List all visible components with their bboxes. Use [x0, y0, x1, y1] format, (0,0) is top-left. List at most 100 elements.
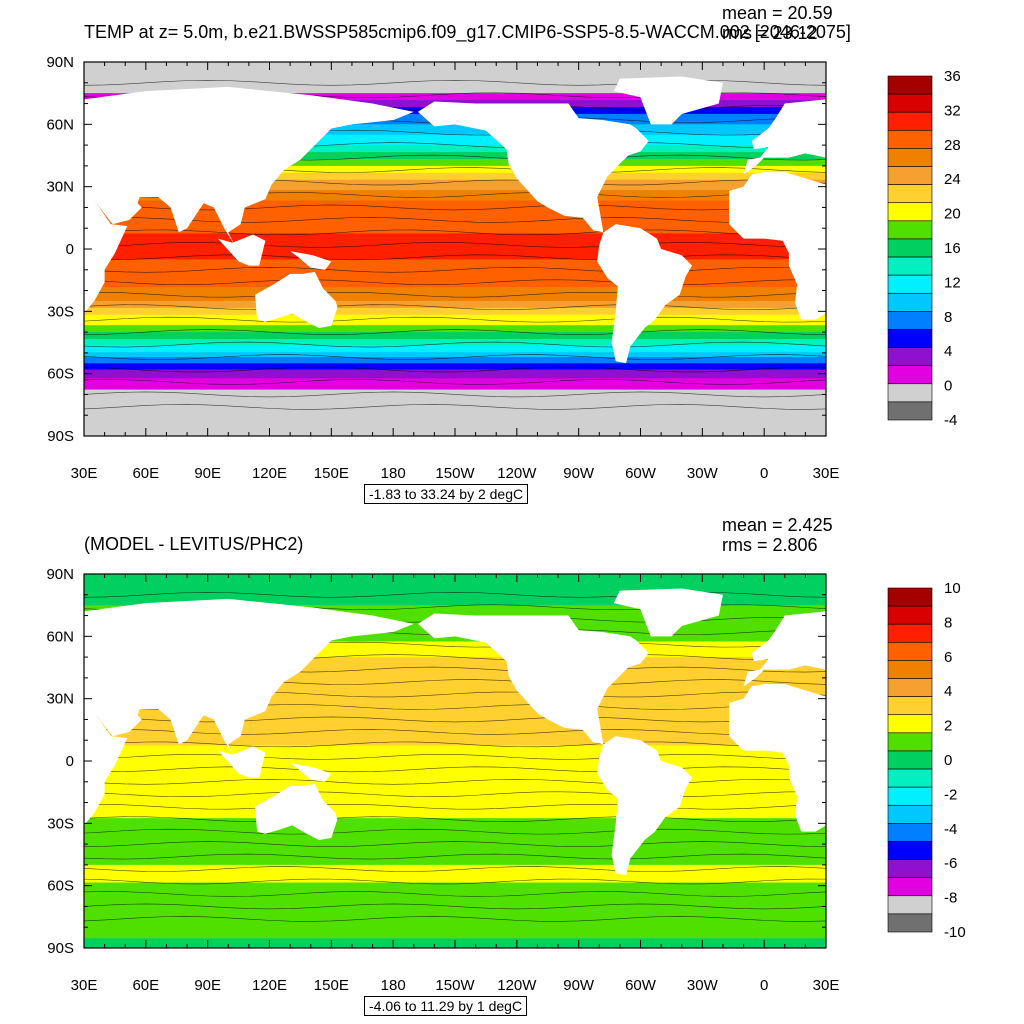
- field-band: [84, 651, 826, 658]
- bottom-range-note: -4.06 to 11.29 by 1 degC: [364, 996, 528, 1016]
- y-tick-label: 60N: [46, 628, 74, 645]
- field-band: [84, 899, 826, 910]
- field-band: [84, 131, 826, 136]
- field-band: [84, 729, 826, 736]
- bottom-rms-stat: rms = 2.806: [722, 535, 818, 555]
- land-mass: [597, 736, 693, 876]
- contour-line: [84, 791, 826, 798]
- field-band: [84, 307, 826, 312]
- contour-line: [84, 866, 826, 872]
- field-band: [84, 688, 826, 695]
- field-band: [84, 584, 826, 591]
- land-mass: [417, 101, 649, 233]
- contour-line: [84, 391, 826, 398]
- field-band: [84, 304, 826, 309]
- colorbar-swatch: [887, 804, 933, 824]
- colorbar-swatch: [887, 714, 933, 734]
- top-range-note: -1.83 to 33.24 by 2 degC: [364, 484, 529, 504]
- contour-line: [84, 279, 826, 286]
- colorbar-swatch: [887, 256, 933, 276]
- x-tick-label: 90E: [194, 977, 221, 994]
- field-band: [84, 693, 826, 700]
- colorbar-swatch: [887, 660, 933, 679]
- field-band: [84, 812, 826, 819]
- field-band: [84, 72, 826, 79]
- x-tick-label: 180: [381, 465, 406, 482]
- top-chart-title: TEMP at z= 5.0m, b.e21.BWSSP585cmip6.f09…: [84, 22, 851, 42]
- colorbar-label: 4: [944, 343, 952, 360]
- land-mass: [729, 172, 826, 320]
- x-tick-label: 120W: [497, 977, 537, 994]
- field-band: [84, 269, 826, 276]
- land-mass: [417, 613, 649, 745]
- colorbar-swatch: [887, 401, 933, 421]
- colorbar-swatch: [887, 311, 933, 330]
- field-band: [84, 183, 826, 188]
- field-band: [84, 148, 826, 153]
- field-band: [84, 259, 826, 266]
- colorbar-swatch: [887, 274, 933, 294]
- y-tick-label: 0: [66, 241, 74, 258]
- field-band: [84, 667, 826, 674]
- colorbar-swatch: [887, 605, 933, 625]
- field-band: [84, 918, 826, 930]
- x-tick-label: 60W: [625, 977, 657, 994]
- bottom-panel: 30E 60E 90E 120E 150E 180 150W 120W 90W 60W 30W 0 30…: [0, 512, 1024, 1024]
- colorbar-swatch: [887, 696, 933, 716]
- field-band: [84, 145, 826, 150]
- field-band: [84, 877, 826, 881]
- contour-line: [84, 841, 826, 847]
- field-band: [84, 376, 826, 379]
- bottom-plot-svg: 30E 60E 90E 120E 150E 180 150W 120W 90W 60W 30W 0 30…: [46, 566, 965, 994]
- field-band: [84, 849, 826, 856]
- colorbar-label: 36: [944, 68, 961, 85]
- land-mass: [255, 271, 338, 328]
- field-band: [84, 636, 826, 643]
- field-band: [84, 297, 826, 302]
- field-band: [84, 605, 826, 611]
- x-tick-label: 30W: [687, 977, 719, 994]
- colorbar-label: -2: [944, 786, 957, 803]
- x-tick-label: 30E: [71, 977, 98, 994]
- field-band: [84, 214, 826, 219]
- contour-line: [84, 716, 826, 723]
- x-tick-label: 60W: [625, 465, 657, 482]
- field-band: [84, 703, 826, 710]
- colorbar-swatch: [887, 642, 933, 661]
- colorbar-label: -4: [944, 821, 957, 838]
- colorbar-swatch: [887, 184, 933, 204]
- field-band: [84, 807, 826, 814]
- land-mass: [84, 696, 128, 826]
- field-band: [84, 82, 826, 89]
- colorbar-swatch: [887, 238, 933, 258]
- field-band: [84, 875, 826, 879]
- x-tick-label: 60E: [132, 465, 159, 482]
- field-band: [84, 880, 826, 884]
- colorbar-swatch: [887, 75, 933, 95]
- x-tick-label: 120E: [252, 977, 287, 994]
- field-band: [84, 138, 826, 143]
- contour-line: [84, 266, 826, 273]
- field-band: [84, 344, 826, 348]
- field-band: [84, 361, 826, 364]
- field-band: [84, 864, 826, 869]
- field-band: [84, 349, 826, 353]
- contour-line: [84, 242, 826, 248]
- contour-line: [84, 316, 826, 323]
- field-band: [84, 155, 826, 160]
- field-band: [84, 709, 826, 715]
- field-band: [84, 408, 826, 416]
- field-band: [84, 672, 826, 679]
- field-band: [84, 889, 826, 901]
- colorbar-swatch: [887, 877, 933, 897]
- top-plot-svg: 30E 60E 90E 120E 150E 180 150W 120W 90W 60W 30W 0 30…: [46, 54, 961, 482]
- colorbar-swatch: [887, 111, 933, 131]
- field-band: [84, 283, 826, 288]
- field-band: [84, 786, 826, 793]
- field-band: [84, 861, 826, 866]
- colorbar-swatch: [887, 823, 933, 842]
- y-tick-label: 60N: [46, 116, 74, 133]
- field-band: [84, 646, 826, 653]
- x-tick-label: 60E: [132, 977, 159, 994]
- x-tick-label: 90E: [194, 465, 221, 482]
